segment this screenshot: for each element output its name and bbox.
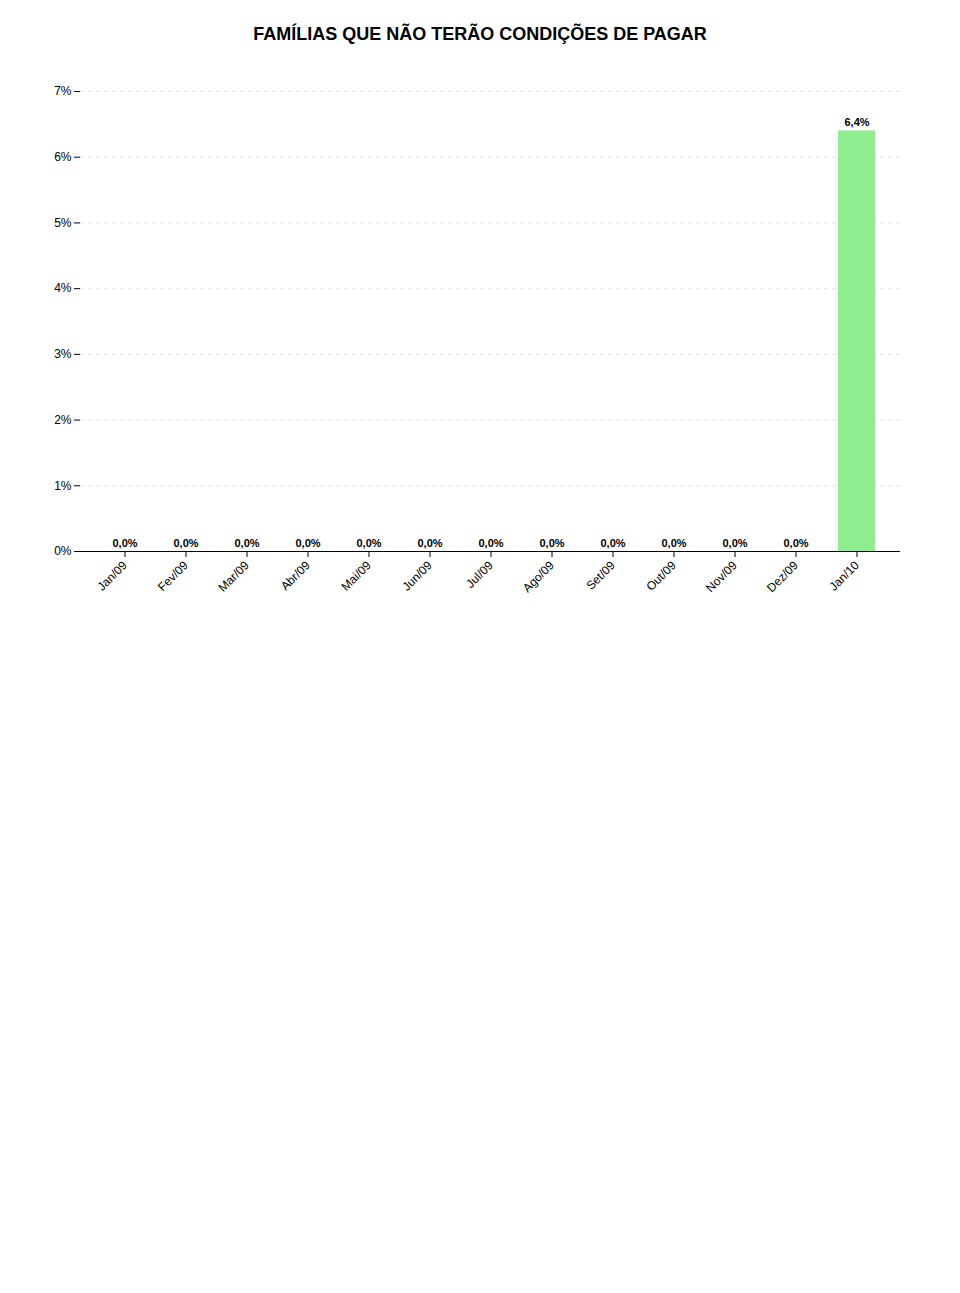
svg-text:0,0%: 0,0% <box>661 537 686 549</box>
svg-text:3%: 3% <box>54 347 72 361</box>
svg-text:0,0%: 0,0% <box>356 537 381 549</box>
html-text:FAMÍLIAS QUE NÃO TERÃO CONDIÇÕ: FAMÍLIAS QUE NÃO TERÃO CONDIÇÕES DE PAGA… <box>253 24 707 44</box>
svg-text:Dez/09: Dez/09 <box>764 558 801 595</box>
svg-text:Mar/09: Mar/09 <box>216 558 253 595</box>
svg-text:0,0%: 0,0% <box>783 537 808 549</box>
svg-text:0,0%: 0,0% <box>234 537 259 549</box>
svg-text:Jul/09: Jul/09 <box>463 558 496 591</box>
svg-text:0,0%: 0,0% <box>173 537 198 549</box>
svg-text:2%: 2% <box>54 413 72 427</box>
svg-text:0,0%: 0,0% <box>295 537 320 549</box>
svg-text:1%: 1% <box>54 479 72 493</box>
svg-text:0,0%: 0,0% <box>417 537 442 549</box>
svg-text:0,0%: 0,0% <box>600 537 625 549</box>
svg-text:4%: 4% <box>54 281 72 295</box>
svg-text:0,0%: 0,0% <box>478 537 503 549</box>
svg-text:Fev/09: Fev/09 <box>155 558 191 594</box>
svg-text:Out/09: Out/09 <box>643 558 679 594</box>
svg-text:0,0%: 0,0% <box>539 537 564 549</box>
svg-text:0%: 0% <box>54 544 72 558</box>
svg-text:7%: 7% <box>54 84 72 98</box>
svg-text:Nov/09: Nov/09 <box>703 558 740 595</box>
svg-text:6,4%: 6,4% <box>844 116 869 128</box>
svg-text:Ago/09: Ago/09 <box>520 558 557 595</box>
svg-text:Mai/09: Mai/09 <box>338 558 374 594</box>
svg-text:5%: 5% <box>54 216 72 230</box>
svg-text:Jan/09: Jan/09 <box>94 558 130 594</box>
svg-text:0,0%: 0,0% <box>112 537 137 549</box>
svg-text:Abr/09: Abr/09 <box>278 558 313 593</box>
svg-text:Jun/09: Jun/09 <box>399 558 435 594</box>
svg-text:Set/09: Set/09 <box>583 558 618 593</box>
svg-text:6%: 6% <box>54 150 72 164</box>
svg-text:Jan/10: Jan/10 <box>826 558 862 594</box>
svg-text:0,0%: 0,0% <box>722 537 747 549</box>
